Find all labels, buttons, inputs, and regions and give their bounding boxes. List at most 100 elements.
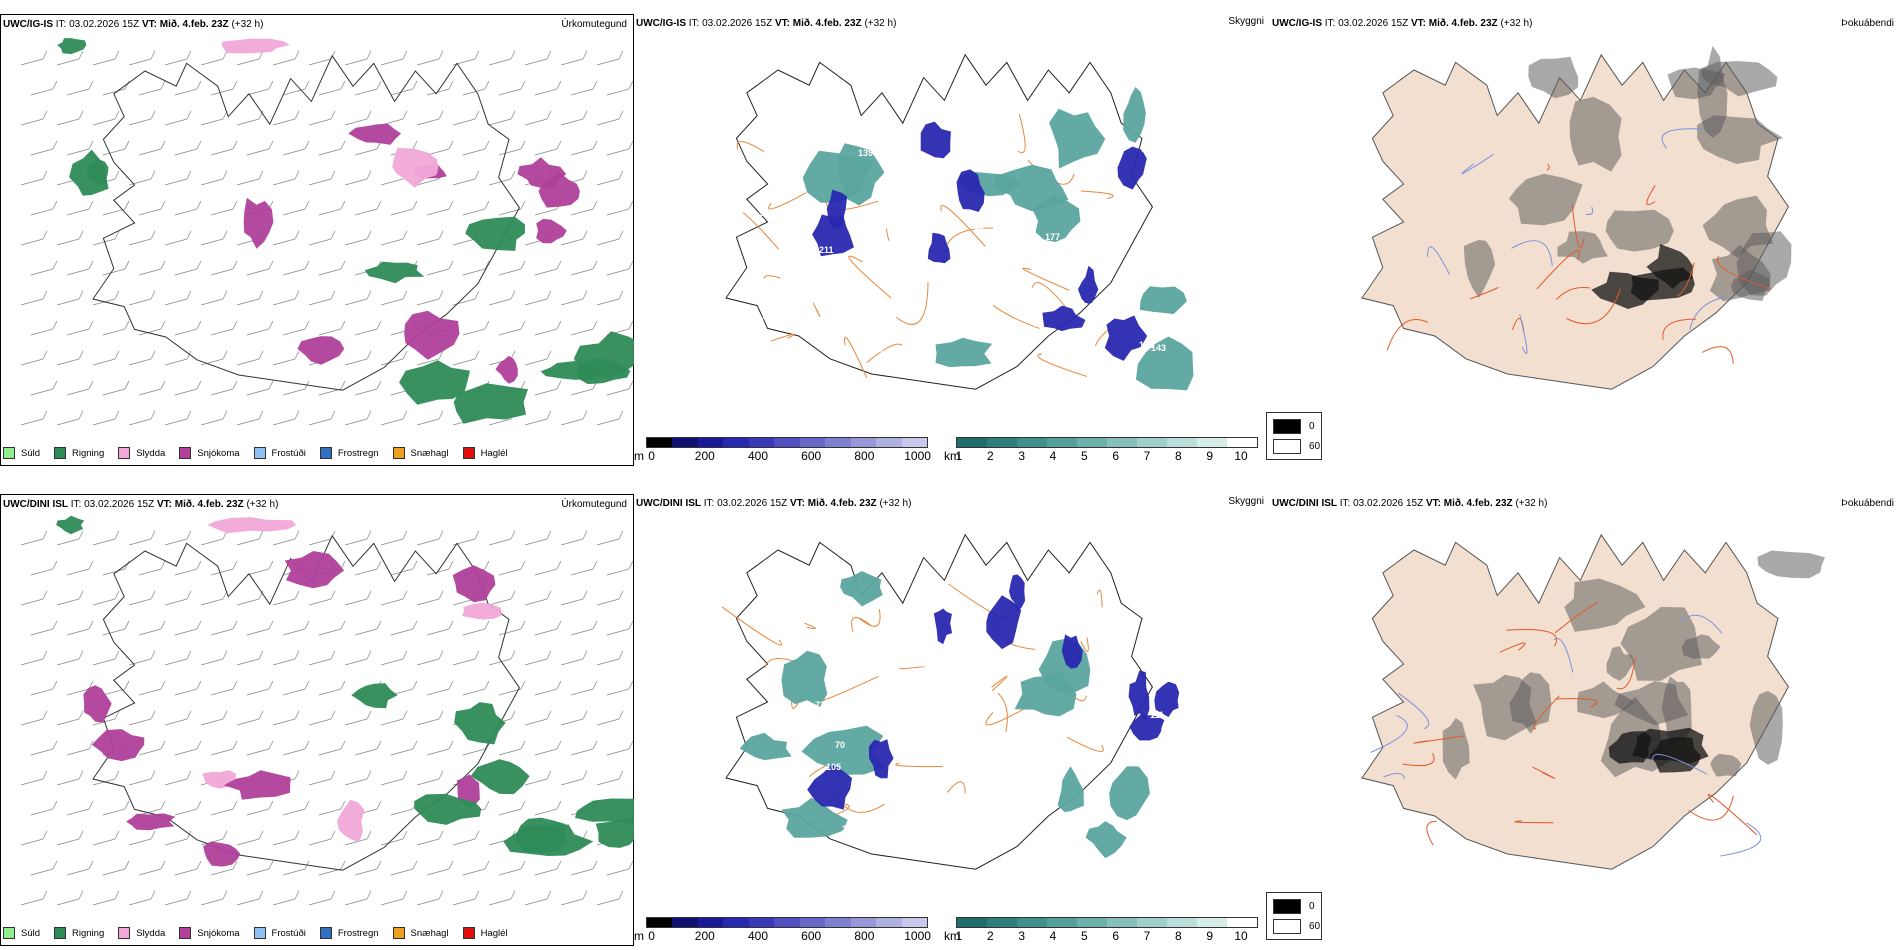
panel-title: UWC/IG-IS IT: 03.02.2026 15Z VT: Mið. 4.… xyxy=(636,18,897,29)
wind-barb-flag xyxy=(78,890,84,900)
wind-barb xyxy=(534,388,558,396)
wind-barb-flag xyxy=(438,710,444,720)
wind-barb xyxy=(272,58,296,66)
wind-barb-flag xyxy=(556,140,562,150)
wind-barb-flag xyxy=(88,740,94,750)
wind-barb xyxy=(488,178,512,186)
fog-panel-top: UWC/IG-IS IT: 03.02.2026 15Z VT: Mið. 4.… xyxy=(1266,14,1900,466)
wind-barb xyxy=(560,298,584,306)
wind-barb xyxy=(560,238,584,246)
wind-barb xyxy=(236,718,260,726)
legend-label: Frostregn xyxy=(337,927,379,939)
low-ceiling-area xyxy=(933,608,953,645)
wind-barb xyxy=(128,58,152,66)
wind-barb-flag xyxy=(268,800,274,810)
wind-barb xyxy=(498,88,522,96)
road xyxy=(804,622,816,630)
road xyxy=(1662,318,1697,340)
wind-barb-flag xyxy=(268,260,274,270)
wind-barb xyxy=(534,148,558,156)
precip-cell xyxy=(91,729,145,762)
wind-barb-flag xyxy=(196,740,202,750)
wind-barb-flag xyxy=(186,230,192,240)
wind-barb-flag xyxy=(124,80,130,90)
wind-barb xyxy=(138,148,162,156)
low-visibility-area xyxy=(1135,336,1194,391)
wind-barb-flag xyxy=(114,50,120,60)
colorbar-segment xyxy=(876,918,902,927)
precip-type-legend: Súld Rigning Slydda Snjókoma Frostúði Frostre… xyxy=(3,923,631,943)
wind-barb-flag xyxy=(294,230,300,240)
wind-barb-flag xyxy=(376,560,382,570)
wind-barb xyxy=(452,238,476,246)
wind-barb xyxy=(102,268,126,276)
wind-barb xyxy=(164,598,188,606)
road xyxy=(1386,319,1429,351)
ceiling-value-label: 67 xyxy=(781,597,791,607)
wind-barb xyxy=(164,358,188,366)
road xyxy=(844,336,868,378)
wind-barb xyxy=(174,808,198,816)
wind-barb xyxy=(606,268,630,276)
wind-barb xyxy=(30,268,54,276)
wind-barb xyxy=(20,358,44,366)
ceiling-value-label: 123 xyxy=(1156,674,1171,684)
dense-fog-area xyxy=(1608,731,1652,764)
wind-barb-flag xyxy=(222,290,228,300)
wind-barb-flag xyxy=(42,710,48,720)
wind-barb-flag xyxy=(592,560,598,570)
wind-barb xyxy=(534,748,558,756)
rain-cell xyxy=(57,38,87,55)
low-visibility-area xyxy=(994,164,1069,212)
wind-barb-flag xyxy=(510,710,516,720)
colorbar-tick: 200 xyxy=(694,449,715,463)
wind-barb xyxy=(380,538,404,546)
wind-barb-flag xyxy=(582,830,588,840)
wind-barb xyxy=(524,358,548,366)
wind-barb xyxy=(92,358,116,366)
wind-barb xyxy=(390,808,414,816)
wind-barb-flag xyxy=(448,860,454,870)
ceiling-value-label: 73 xyxy=(815,700,825,710)
fog-area xyxy=(1442,718,1470,780)
precip-cell xyxy=(243,197,274,249)
wind-barb-flag xyxy=(546,890,552,900)
colorbar-tick: 1 xyxy=(955,449,963,463)
ceiling-value-label: 92 xyxy=(1062,588,1072,598)
wind-barb-flag xyxy=(294,350,300,360)
low-ceiling-area xyxy=(1154,681,1180,718)
wind-barb xyxy=(30,808,54,816)
wind-barb xyxy=(272,418,296,426)
colorbar-segment xyxy=(799,438,826,447)
wind-barb-flag xyxy=(114,350,120,360)
ceiling-value-label: 16 xyxy=(879,348,889,358)
wind-barb xyxy=(56,538,80,546)
wind-barb-flag xyxy=(556,80,562,90)
wind-barb xyxy=(200,178,224,186)
ceiling-value-label: 193 xyxy=(1139,340,1154,350)
wind-barb-flag xyxy=(52,260,58,270)
wind-barb xyxy=(524,58,548,66)
wind-barb-flag xyxy=(232,80,238,90)
wind-barb-flag xyxy=(484,80,490,90)
wind-barb xyxy=(354,748,378,756)
legend-item: Snjókoma xyxy=(179,447,240,459)
road xyxy=(940,205,986,247)
wind-barb xyxy=(138,688,162,696)
wind-barb xyxy=(344,838,368,846)
wind-barb xyxy=(66,808,90,816)
wind-barb-flag xyxy=(150,830,156,840)
rain-cell xyxy=(595,817,635,848)
low-ceiling-area xyxy=(1009,574,1026,612)
wind-barb-flag xyxy=(42,530,48,540)
ceiling-value-label: 90 xyxy=(759,208,769,218)
wind-barb xyxy=(200,298,224,306)
river xyxy=(1553,637,1574,673)
wind-barb-flag xyxy=(88,800,94,810)
legend-swatch xyxy=(253,927,266,939)
wind-barb xyxy=(354,328,378,336)
wind-barb-flag xyxy=(438,290,444,300)
colorbar-segment xyxy=(876,438,902,447)
wind-barb-flag xyxy=(520,560,526,570)
wind-barb xyxy=(488,898,512,906)
